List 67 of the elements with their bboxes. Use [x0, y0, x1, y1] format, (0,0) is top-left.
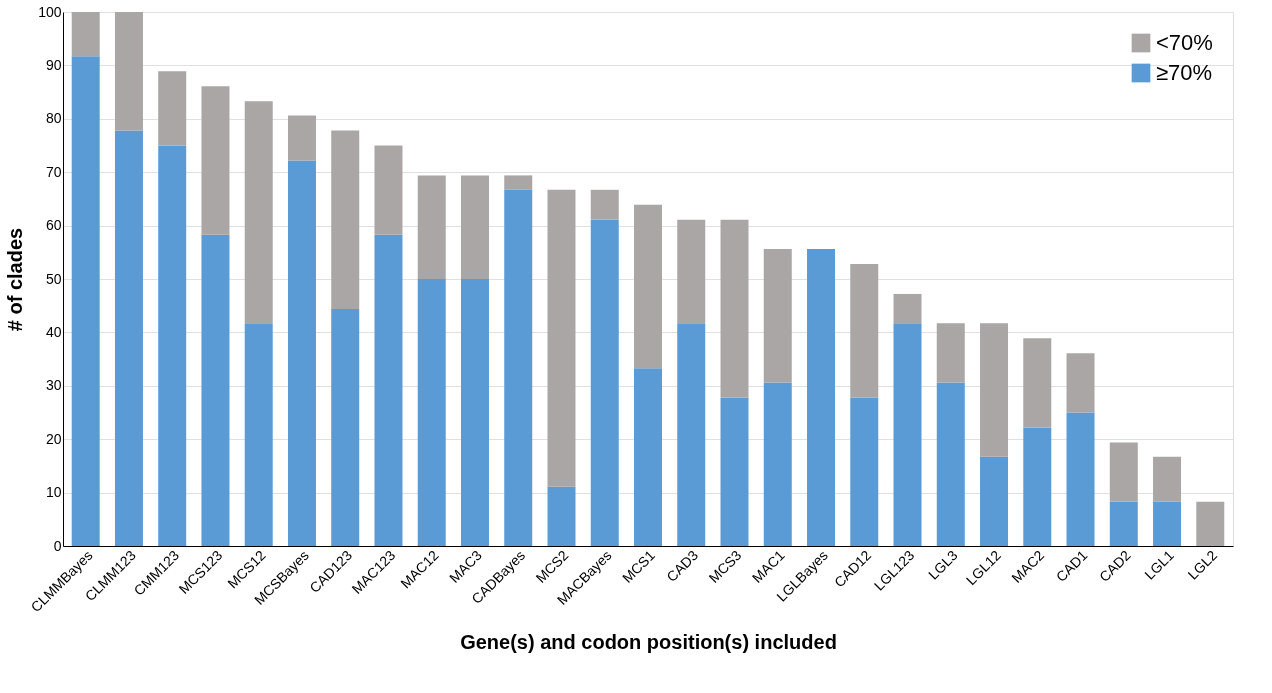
bar [460, 279, 489, 546]
y-tick-label: 80 [45, 110, 62, 127]
bar [634, 204, 662, 369]
bar [504, 189, 533, 546]
y-tick-label: 40 [45, 323, 62, 340]
bar [547, 486, 576, 546]
bar [936, 382, 965, 546]
bar [936, 323, 965, 383]
bar [1109, 501, 1138, 546]
legend-label: ≥70% [1156, 60, 1213, 85]
bar [331, 130, 360, 309]
bar [158, 71, 187, 146]
bar [460, 175, 489, 279]
y-tick-label: 30 [45, 377, 62, 394]
bar [374, 234, 403, 546]
bar [1066, 353, 1095, 413]
y-tick-label: 60 [45, 217, 62, 234]
bar [114, 130, 143, 546]
bar [980, 456, 1009, 546]
y-tick-label: 90 [45, 56, 62, 73]
bar [590, 189, 619, 220]
bar [71, 12, 100, 57]
y-tick-label: 100 [38, 3, 62, 20]
bar [158, 145, 187, 546]
bar [417, 279, 446, 546]
bar [331, 308, 360, 546]
bar [1153, 501, 1182, 546]
y-tick-label: 20 [45, 430, 62, 447]
bar [634, 368, 662, 546]
bar [807, 249, 836, 546]
bar [71, 56, 100, 546]
bar [763, 382, 792, 546]
x-axis-title: Gene(s) and codon position(s) included [460, 631, 837, 654]
bar [287, 115, 316, 161]
bar [374, 145, 403, 235]
bar [1109, 442, 1138, 502]
bar [720, 397, 749, 546]
bar [1196, 501, 1225, 546]
y-axis-title: # of clades [4, 227, 27, 332]
bar [114, 12, 143, 131]
y-tick-label: 10 [45, 484, 62, 501]
bar [980, 323, 1009, 457]
bar [1023, 427, 1052, 546]
bar [850, 397, 879, 546]
bar [677, 219, 706, 324]
bar [417, 175, 446, 279]
legend-label: <70% [1156, 30, 1213, 55]
bar [590, 219, 619, 546]
bar [893, 293, 922, 324]
y-tick-label: 50 [45, 270, 62, 287]
bar [201, 86, 230, 235]
bar [850, 264, 879, 398]
bar [720, 219, 749, 398]
bar [504, 175, 533, 190]
bar [547, 189, 576, 487]
bar [677, 323, 706, 546]
bar [1153, 456, 1182, 502]
bar [244, 101, 273, 324]
bar [893, 323, 922, 546]
y-tick-label: 0 [53, 537, 62, 554]
bar [244, 323, 273, 546]
bar [1066, 412, 1095, 546]
bar [763, 249, 792, 383]
bar [201, 234, 230, 546]
bar [287, 160, 316, 546]
y-tick-label: 70 [45, 163, 62, 180]
bar [1023, 338, 1052, 428]
